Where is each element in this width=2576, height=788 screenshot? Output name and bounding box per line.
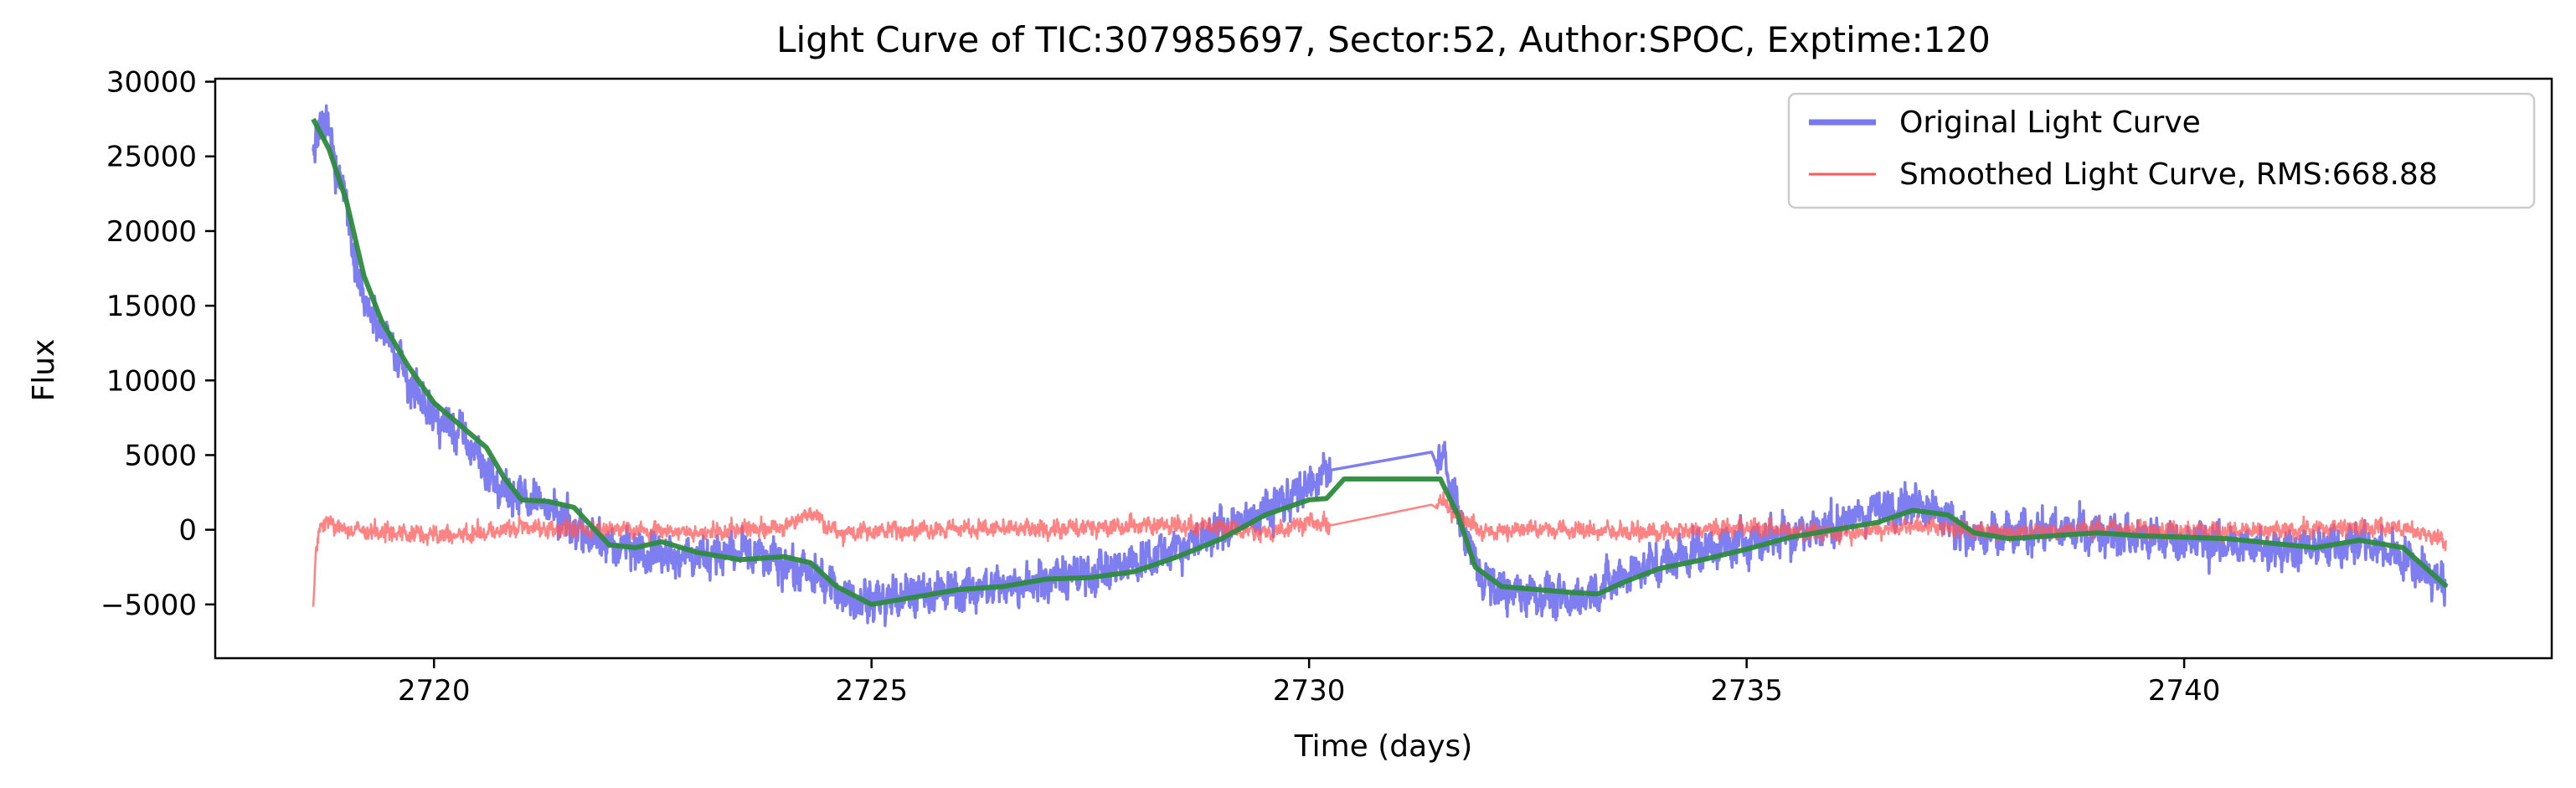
y-tick-label: 30000 bbox=[106, 66, 197, 100]
legend-label-original: Original Light Curve bbox=[1899, 106, 2201, 140]
x-axis-label: Time (days) bbox=[1294, 729, 1473, 764]
y-tick-label: −5000 bbox=[100, 589, 197, 622]
x-tick-label: 2720 bbox=[398, 674, 471, 708]
y-tick-label: 25000 bbox=[106, 141, 197, 174]
series-line-smoothed-light-curve bbox=[312, 491, 2448, 607]
plot-area-frame bbox=[214, 77, 2553, 660]
legend-label-smoothed: Smoothed Light Curve, RMS:668.88 bbox=[1899, 157, 2438, 192]
series-line-smoothed-trend bbox=[311, 117, 2449, 607]
y-axis-label: Flux bbox=[27, 339, 61, 402]
chart-title: Light Curve of TIC:307985697, Sector:52,… bbox=[776, 19, 1991, 60]
legend: Original Light Curve Smoothed Light Curv… bbox=[1787, 92, 2536, 209]
x-tick-label: 2735 bbox=[1710, 674, 1783, 708]
y-tick-label: 15000 bbox=[106, 290, 197, 323]
y-tick-label: 5000 bbox=[124, 439, 197, 472]
x-tick-label: 2740 bbox=[2148, 674, 2221, 708]
legend-box bbox=[1787, 92, 2536, 209]
x-axis: 2720 2725 2730 2735 2740 bbox=[398, 658, 2220, 708]
y-tick-label: 0 bbox=[178, 514, 197, 548]
x-tick-label: 2725 bbox=[835, 674, 908, 708]
x-tick-label: 2730 bbox=[1273, 674, 1346, 708]
y-tick-label: 20000 bbox=[106, 215, 197, 249]
series-line-original-light-curve bbox=[312, 104, 2448, 627]
series-layer bbox=[311, 104, 2449, 627]
y-tick-label: 10000 bbox=[106, 364, 197, 398]
y-axis: −5000 0 5000 10000 15000 20000 25000 30000 bbox=[100, 66, 215, 622]
